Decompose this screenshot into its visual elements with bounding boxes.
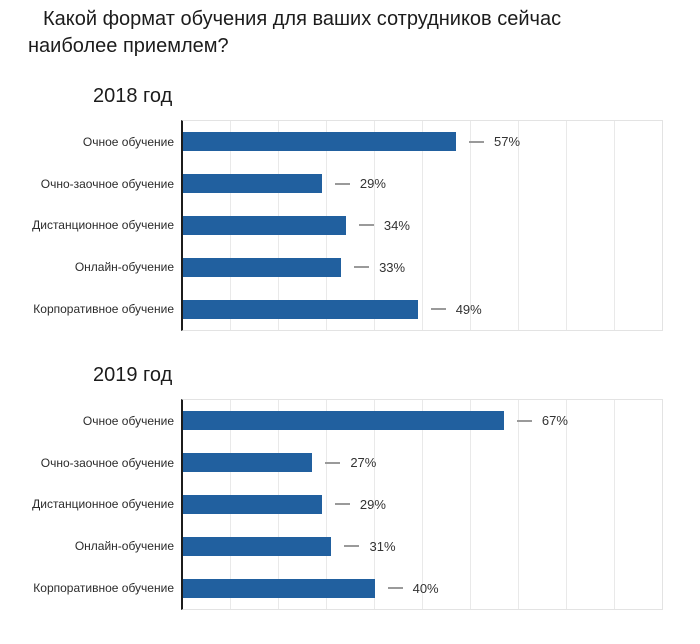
- value-dash: [354, 266, 370, 269]
- bar-row: Очное обучение 57%: [83, 121, 662, 163]
- category-label: Онлайн-обучение: [74, 260, 174, 275]
- category-label: Очное обучение: [82, 134, 174, 149]
- value-dash: [430, 308, 446, 311]
- value-label: 33%: [379, 259, 406, 275]
- bar-row: Дистанционное обучение 34%: [32, 205, 662, 247]
- bar: [183, 174, 322, 194]
- value-label: 29%: [359, 496, 386, 512]
- chart-title-2019: 2019 год: [93, 364, 173, 386]
- category-label: Очное обучение: [82, 413, 174, 428]
- category-label: Очно-заочное обучение: [40, 176, 174, 191]
- category-label: Корпоративное обучение: [33, 581, 174, 596]
- value-label: 27%: [350, 455, 377, 471]
- value-label: 57%: [494, 134, 521, 150]
- bar-row: Очно-заочное обучение 29%: [41, 163, 662, 205]
- bar-row: Корпоративное обучение 40%: [33, 567, 662, 609]
- value-dash: [358, 224, 374, 227]
- bar: [183, 453, 313, 473]
- bar: [183, 411, 504, 431]
- bar: [183, 132, 457, 152]
- value-label: 49%: [455, 301, 482, 317]
- bar-row: Онлайн-обучение 33%: [75, 246, 662, 288]
- chart-title-2018: 2018 год: [93, 85, 173, 107]
- value-dash: [516, 419, 532, 422]
- plot-area-2019: Очное обучение 67% Очно-заочное обучение 27…: [32, 399, 663, 610]
- category-label: Онлайн-обучение: [74, 539, 174, 554]
- bar: [183, 299, 418, 319]
- page-title: Какой формат обучения для ваших сотрудни…: [28, 8, 562, 57]
- value-label: 31%: [369, 538, 396, 554]
- plot-area-2018: Очное обучение 57% Очно-заочное обучение 29…: [32, 120, 663, 331]
- value-dash: [334, 503, 350, 506]
- category-label: Корпоративное обучение: [33, 302, 174, 317]
- category-label: Дистанционное обучение: [32, 497, 174, 512]
- category-label: Очно-заочное обучение: [40, 455, 174, 470]
- value-label: 34%: [383, 217, 410, 233]
- value-label: 40%: [412, 580, 439, 596]
- chart-section-2019: 2019 год Очное обучение 67% Очно-заочное о…: [0, 364, 700, 610]
- bar-row: Онлайн-обучение 31%: [75, 525, 662, 567]
- bar: [183, 536, 332, 556]
- value-label: 29%: [359, 176, 386, 192]
- value-dash: [344, 545, 360, 548]
- value-dash: [387, 587, 403, 590]
- value-dash: [334, 182, 350, 185]
- bar-row: Очно-заочное обучение 27%: [41, 442, 662, 484]
- page: Какой формат обучения для ваших сотрудни…: [0, 6, 700, 644]
- bar: [183, 578, 375, 598]
- bar-row: Корпоративное обучение 49%: [33, 288, 662, 330]
- bar: [183, 257, 342, 277]
- chart-section-2018: 2018 год Очное обучение 57% Очно-заочное о…: [0, 85, 700, 331]
- bar: [183, 494, 322, 514]
- bar: [183, 215, 346, 235]
- bar-row: Дистанционное обучение 29%: [32, 484, 662, 526]
- bar-row: Очное обучение 67%: [83, 400, 662, 442]
- value-dash: [325, 461, 341, 464]
- category-label: Дистанционное обучение: [32, 218, 174, 233]
- value-label: 67%: [541, 413, 568, 429]
- value-dash: [469, 140, 485, 143]
